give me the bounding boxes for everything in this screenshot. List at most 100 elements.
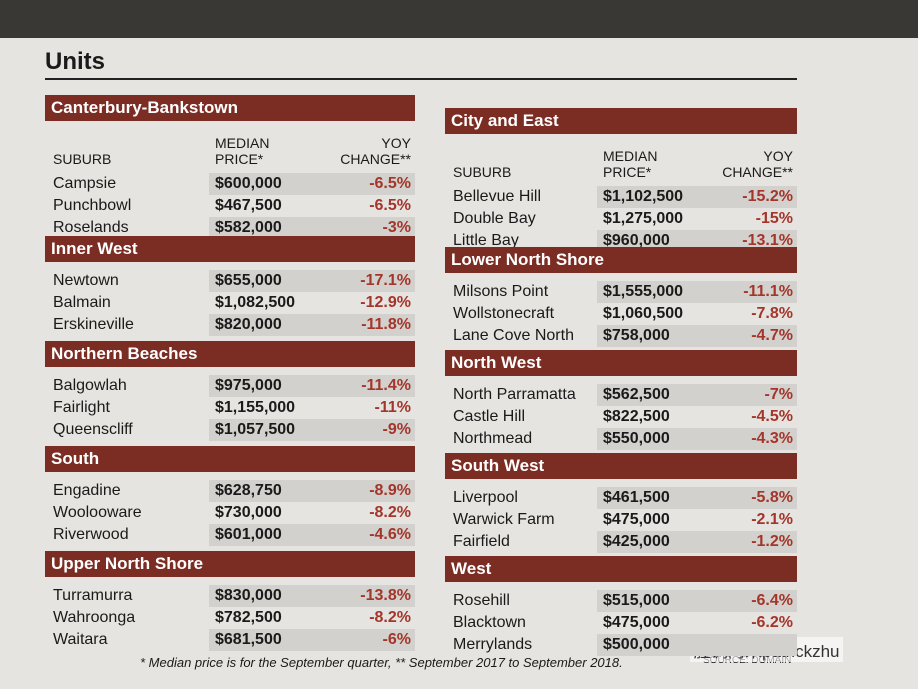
price: $960,000 (603, 232, 670, 249)
row-bg (597, 531, 797, 553)
change: -3% (382, 219, 411, 236)
suburb: Double Bay (453, 210, 536, 227)
change: -11.1% (743, 283, 793, 300)
price: $681,500 (215, 631, 282, 648)
section-header: West (445, 556, 797, 582)
suburb: Liverpool (453, 489, 518, 506)
price: $1,082,500 (215, 294, 296, 311)
price: $975,000 (215, 377, 282, 394)
suburb: Bellevue Hill (453, 188, 542, 205)
suburb: Wollstonecraft (453, 305, 555, 322)
price: $475,000 (603, 511, 670, 528)
section-header: City and East (445, 108, 797, 134)
section-header: Lower North Shore (445, 247, 797, 273)
row-bg (209, 270, 415, 292)
change: -13.8% (360, 587, 411, 604)
change: -5.8% (751, 489, 793, 506)
suburb: Riverwood (53, 526, 129, 543)
change: -6% (382, 631, 411, 648)
change: -6.2% (751, 614, 793, 631)
price: $1,555,000 (603, 283, 684, 300)
row-bg (209, 314, 415, 336)
row-bg (597, 428, 797, 450)
suburb: Roselands (53, 219, 129, 236)
price: $1,275,000 (603, 210, 684, 227)
change: -7% (764, 386, 793, 403)
section-header: Canterbury-Bankstown (45, 95, 415, 121)
suburb: Woolooware (53, 504, 142, 521)
change: -6.4% (751, 592, 793, 609)
title: Units (45, 48, 105, 75)
suburb: Balmain (53, 294, 111, 311)
price: $1,155,000 (215, 399, 296, 416)
suburb: Balgowlah (53, 377, 127, 394)
section-header: South West (445, 453, 797, 479)
row-bg (597, 325, 797, 347)
price: $600,000 (215, 175, 282, 192)
section-header: Inner West (45, 236, 415, 262)
column-header: SUBURB (53, 151, 112, 167)
suburb: Rosehill (453, 592, 510, 609)
suburb: Newtown (53, 272, 119, 289)
row-bg (209, 629, 415, 651)
suburb: Wahroonga (53, 609, 136, 626)
price: $461,500 (603, 489, 670, 506)
row-bg (597, 281, 797, 303)
row-bg (597, 487, 797, 509)
photo-strip (0, 0, 918, 38)
column-header: SUBURB (453, 164, 512, 180)
change: -15.2% (742, 188, 793, 205)
change: -6.5% (369, 197, 411, 214)
change: -7.8% (751, 305, 793, 322)
row-bg (209, 585, 415, 607)
price: $782,500 (215, 609, 282, 626)
suburb: Castle Hill (453, 408, 526, 425)
price: $425,000 (603, 533, 670, 550)
price: $550,000 (603, 430, 670, 447)
column-header: MEDIAN PRICE* (603, 148, 658, 180)
row-bg (597, 230, 797, 252)
price: $822,500 (603, 408, 670, 425)
change: -1.2% (751, 533, 793, 550)
price: $1,057,500 (215, 421, 296, 438)
row-bg (597, 634, 797, 656)
suburb: Erskineville (53, 316, 134, 333)
row-bg (597, 384, 797, 406)
rule (45, 78, 797, 80)
price: $655,000 (215, 272, 282, 289)
price: $500,000 (603, 636, 670, 653)
suburb: Fairlight (53, 399, 110, 416)
change: -4.7% (751, 327, 793, 344)
row-bg (209, 375, 415, 397)
price: $601,000 (215, 526, 282, 543)
section-header: Northern Beaches (45, 341, 415, 367)
change: -15% (755, 210, 793, 227)
change: -9% (382, 421, 411, 438)
change: -2.1% (751, 511, 793, 528)
suburb: Punchbowl (53, 197, 132, 214)
change: -11.8% (361, 316, 411, 333)
suburb: Fairfield (453, 533, 510, 550)
section-header: North West (445, 350, 797, 376)
change: -8.2% (369, 609, 411, 626)
price: $467,500 (215, 197, 282, 214)
price: $628,750 (215, 482, 282, 499)
row-bg (597, 186, 797, 208)
suburb: Warwick Farm (453, 511, 555, 528)
change: -4.5% (751, 408, 793, 425)
suburb: Little Bay (453, 232, 519, 249)
price: $1,060,500 (603, 305, 684, 322)
footnote: * Median price is for the September quar… (140, 655, 623, 670)
price: $830,000 (215, 587, 282, 604)
change: -12.9% (360, 294, 411, 311)
change: -8.2% (369, 504, 411, 521)
change: -11.4% (361, 377, 411, 394)
row-bg (209, 480, 415, 502)
section-header: South (45, 446, 415, 472)
change: -8.9% (369, 482, 411, 499)
row-bg (209, 217, 415, 239)
suburb: Lane Cove North (453, 327, 574, 344)
suburb: Merrylands (453, 636, 533, 653)
change: -6.5% (369, 175, 411, 192)
